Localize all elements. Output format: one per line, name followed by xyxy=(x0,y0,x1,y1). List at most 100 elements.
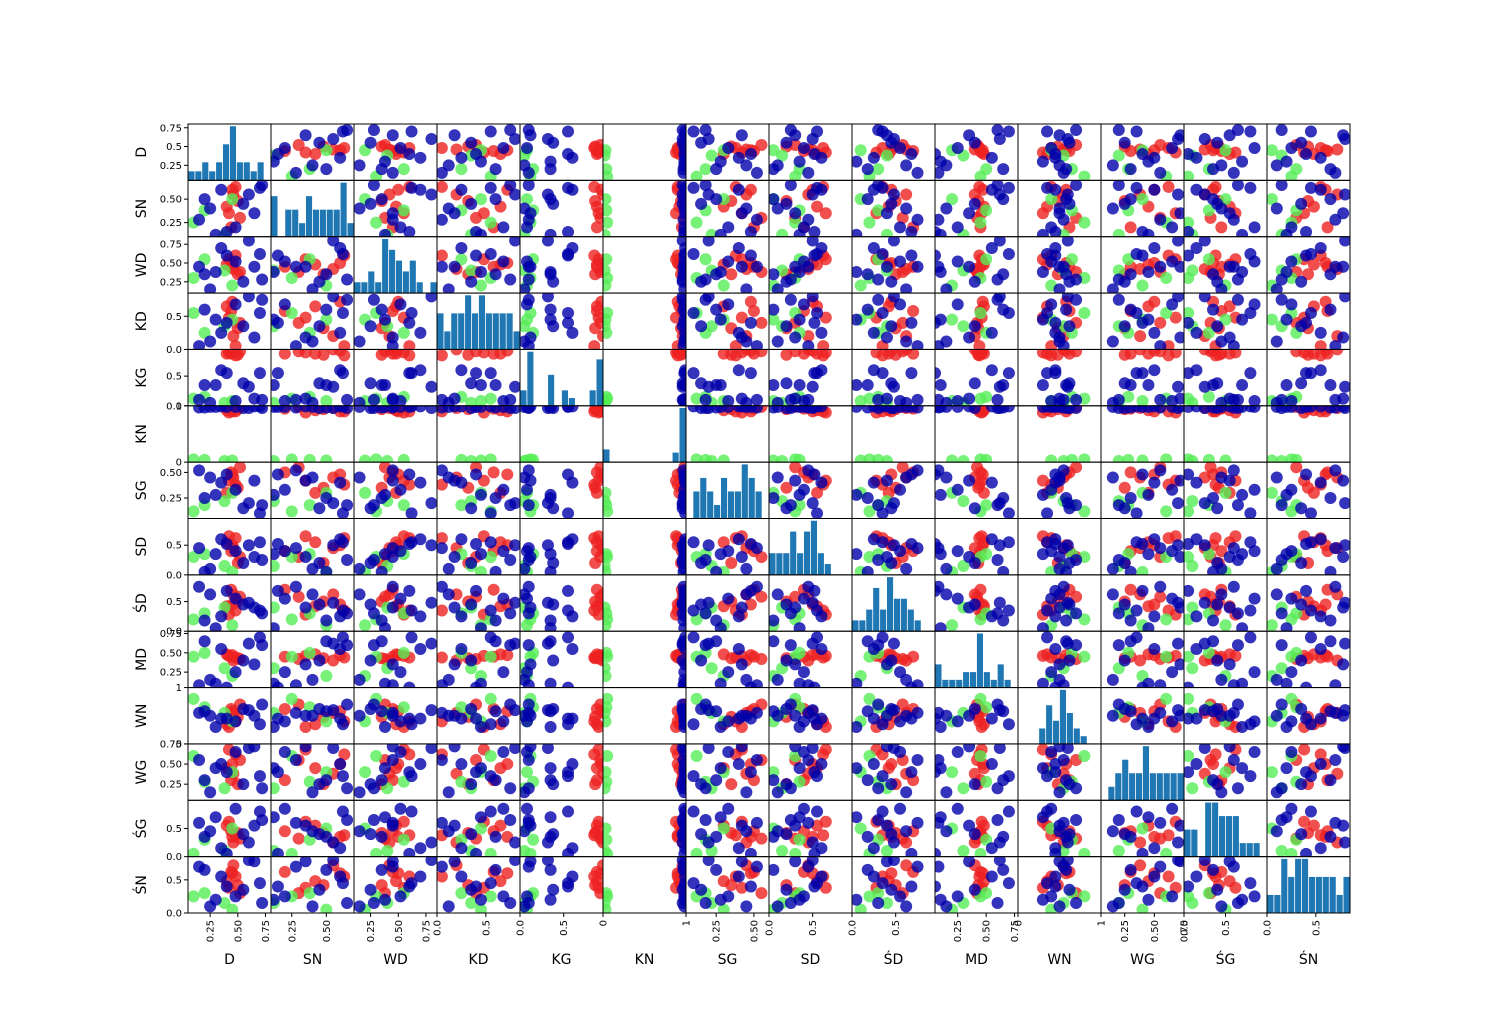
scatter-point xyxy=(504,180,517,192)
scatter-point xyxy=(980,390,993,403)
scatter-point xyxy=(375,303,388,316)
scatter-point xyxy=(744,712,757,725)
scatter-point xyxy=(687,306,700,319)
scatter-point xyxy=(1136,584,1149,597)
scatter-point xyxy=(1231,499,1244,512)
panel-sg-śn xyxy=(1266,461,1351,519)
scatter-point xyxy=(1118,654,1131,667)
panel-sg-wg xyxy=(1100,461,1185,519)
scatter-point xyxy=(375,879,388,892)
scatter-point xyxy=(894,666,907,679)
histogram-bar xyxy=(783,553,790,575)
scatter-point xyxy=(699,554,712,567)
scatter-point xyxy=(448,207,461,220)
scatter-point xyxy=(885,778,898,791)
scatter-point xyxy=(1290,462,1303,474)
panel-sd-kn xyxy=(602,518,687,576)
scatter-point xyxy=(386,392,399,405)
scatter-point xyxy=(414,533,427,546)
scatter-point xyxy=(771,471,784,484)
scatter-point xyxy=(1231,698,1244,711)
scatter-point xyxy=(1118,136,1131,149)
histogram-bar xyxy=(361,282,368,294)
scatter-point xyxy=(378,721,391,734)
scatter-point xyxy=(1130,604,1143,617)
scatter-point xyxy=(470,847,483,857)
scatter-point xyxy=(1314,241,1327,254)
histogram-bar xyxy=(451,313,458,350)
scatter-point xyxy=(1142,811,1155,824)
scatter-point xyxy=(1248,666,1261,679)
scatter-point xyxy=(589,778,602,791)
scatter-point xyxy=(278,865,291,878)
scatter-point xyxy=(1215,673,1228,686)
scatter-point xyxy=(789,658,802,671)
scatter-point xyxy=(198,830,211,843)
scatter-point xyxy=(699,124,712,137)
scatter-point xyxy=(1321,221,1334,234)
scatter-point xyxy=(991,293,1004,306)
scatter-point xyxy=(963,331,976,344)
scatter-point xyxy=(320,379,333,392)
scatter-point xyxy=(299,331,312,344)
scatter-point xyxy=(793,833,806,846)
scatter-point xyxy=(1060,492,1073,505)
scatter-point xyxy=(1295,197,1308,210)
scatter-point xyxy=(504,814,517,827)
scatter-point xyxy=(911,393,924,406)
scatter-point xyxy=(448,709,461,722)
scatter-point xyxy=(885,377,898,390)
scatter-point xyxy=(1142,488,1155,501)
scatter-point xyxy=(437,679,448,688)
scatter-point xyxy=(1223,331,1236,344)
scatter-point xyxy=(448,743,461,753)
panel-śd-sn xyxy=(270,574,355,632)
panel-kn-md xyxy=(934,405,1019,463)
scatter-point xyxy=(414,758,427,771)
scatter-point xyxy=(1223,658,1236,671)
scatter-point xyxy=(780,197,793,210)
scatter-point xyxy=(592,207,603,220)
scatter-point xyxy=(397,833,410,846)
scatter-point xyxy=(285,650,298,663)
scatter-point xyxy=(589,195,602,208)
panel-wn-wg xyxy=(1100,687,1185,745)
histogram-bar xyxy=(755,491,762,519)
panel-śd-wg xyxy=(1100,574,1185,632)
scatter-point xyxy=(935,226,941,237)
scatter-point xyxy=(271,468,284,481)
scatter-point xyxy=(1314,476,1327,489)
panel-md-wg xyxy=(1100,630,1185,689)
scatter-point xyxy=(320,492,333,505)
scatter-point xyxy=(872,782,885,795)
scatter-point xyxy=(699,273,712,286)
scatter-point xyxy=(237,828,250,841)
scatter-point xyxy=(1236,379,1249,392)
scatter-point xyxy=(1270,588,1283,601)
histogram-bar xyxy=(1212,802,1219,857)
scatter-point xyxy=(710,565,723,575)
panel-md-wn xyxy=(1017,630,1102,689)
histogram-bar xyxy=(354,282,361,294)
panel-kn-wd xyxy=(353,405,438,463)
scatter-point xyxy=(1045,298,1058,311)
scatter-point xyxy=(677,193,686,206)
panel-md-sn xyxy=(270,630,355,689)
scatter-point xyxy=(780,349,793,361)
scatter-point xyxy=(237,778,250,791)
panel-wn-kn xyxy=(602,687,687,745)
scatter-point xyxy=(1275,554,1288,567)
scatter-point xyxy=(1124,268,1137,281)
scatter-point xyxy=(1070,293,1083,306)
scatter-point xyxy=(951,395,964,406)
histogram-bar xyxy=(437,313,444,350)
scatter-point xyxy=(278,483,291,496)
scatter-point xyxy=(1300,226,1313,237)
scatter-point xyxy=(1324,303,1337,316)
scatter-point xyxy=(676,698,686,711)
scatter-point xyxy=(544,268,557,281)
scatter-point xyxy=(204,900,217,913)
scatter-point xyxy=(354,202,366,215)
scatter-point xyxy=(695,320,708,333)
scatter-point xyxy=(1172,836,1184,849)
